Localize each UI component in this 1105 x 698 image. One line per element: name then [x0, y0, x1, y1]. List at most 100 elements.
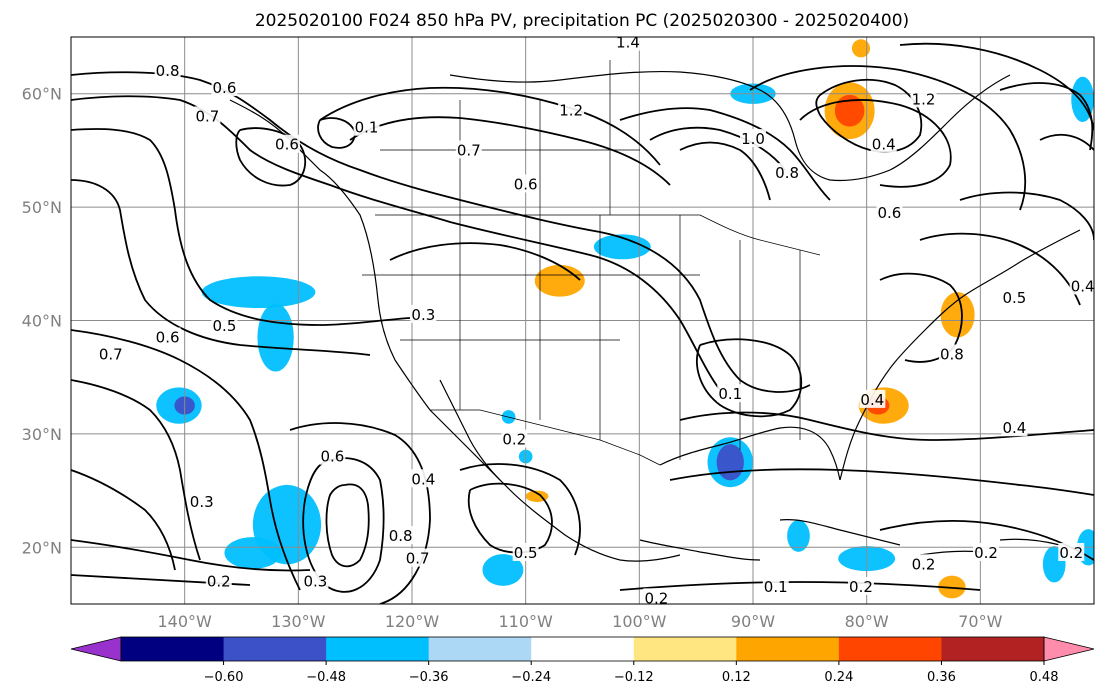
contour-label-bg — [910, 89, 937, 108]
contour-label-bg — [1069, 276, 1094, 295]
contour-label-bg — [910, 554, 937, 573]
colorbar-segment — [736, 637, 840, 661]
contour-label-bg — [740, 129, 766, 148]
contour-label: 0.4 — [1003, 419, 1027, 437]
contour-label: 0.5 — [1003, 289, 1027, 307]
lon-tick-label: 110°W — [498, 612, 553, 631]
contour-label: 0.6 — [321, 448, 345, 466]
colorbar-segment — [531, 637, 635, 661]
contour-label-bg — [211, 316, 238, 335]
precip-blob — [201, 276, 316, 309]
contour-label-bg — [512, 542, 539, 561]
colorbar-extend-low — [70, 636, 122, 662]
contour-label: 0.3 — [190, 493, 214, 511]
contour-label-bg — [455, 140, 482, 159]
precip-blob — [257, 303, 294, 372]
contour-label-bg — [387, 525, 414, 544]
contour-label-bg — [353, 117, 380, 136]
colorbar-tick-label: 0.24 — [824, 670, 853, 685]
contour-label: 0.2 — [974, 544, 998, 562]
colorbar-tick-label: −0.36 — [409, 670, 449, 685]
colorbar-segment — [633, 637, 737, 661]
colorbar-segment — [428, 637, 532, 661]
contour-label-bg — [410, 304, 437, 323]
contour-label: 0.2 — [849, 578, 873, 596]
latitude-tick-labels: 60°N 50°N 40°N 30°N 20°N — [22, 85, 62, 558]
contour-label: 0.3 — [303, 572, 327, 590]
contour-label-bg — [302, 571, 329, 590]
map-panel: 0.8 0.6 0.7 0.6 0.7 0.6 0.1 1.4 1.2 1.0 0.8 0.6 1.2 0… — [70, 34, 1095, 607]
contour-label: 0.4 — [860, 391, 884, 409]
colorbar-segment — [838, 637, 942, 661]
contour-label: 0.4 — [1071, 277, 1095, 295]
colorbar: −0.60 −0.48 −0.36 −0.24 −0.12 0.12 0.24 0.36 0.4… — [70, 636, 1095, 685]
contour-label: 1.4 — [616, 34, 640, 52]
colorbar-tick-label: −0.12 — [614, 670, 654, 685]
contour-label: 0.8 — [156, 62, 180, 80]
contour-label-bg — [558, 100, 585, 119]
contour-label: 0.6 — [877, 204, 901, 222]
contour-label: 0.2 — [207, 572, 231, 590]
contour-label: 0.1 — [355, 119, 379, 137]
contour-label-bg — [97, 344, 124, 363]
colorbar-segment — [121, 637, 225, 661]
contour-label-bg — [319, 446, 346, 465]
contour-label: 0.7 — [457, 141, 481, 159]
coastlines — [229, 70, 1081, 562]
contour-label-bg — [774, 163, 801, 182]
contour-label: 0.7 — [406, 550, 430, 568]
colorbar-tick-label: 0.48 — [1030, 670, 1059, 685]
lon-tick-label: 80°W — [845, 612, 889, 631]
lon-tick-label: 90°W — [731, 612, 775, 631]
contour-label: 0.2 — [912, 555, 936, 573]
colorbar-extend-high — [1043, 636, 1095, 662]
contour-label: 0.2 — [502, 431, 526, 449]
longitude-tick-labels: 140°W 130°W 120°W 110°W 100°W 90°W 80°W 70°W — [157, 612, 1002, 631]
contour-label: 0.7 — [99, 346, 123, 364]
contour-label-bg — [154, 327, 181, 346]
contour-label-bg — [211, 78, 238, 97]
precip-blob — [787, 520, 810, 552]
contour-label-bg — [643, 588, 670, 604]
colorbar-outline — [120, 636, 1045, 662]
precip-blob — [834, 94, 865, 127]
contour-label: 0.8 — [940, 346, 964, 364]
contour-label: 0.1 — [764, 578, 788, 596]
contour-label: 0.4 — [411, 470, 435, 488]
contour-label: 0.8 — [389, 527, 413, 545]
colorbar-tick-label: 0.12 — [722, 670, 751, 685]
contour-label: 0.6 — [275, 136, 299, 154]
contour-label-bg — [1001, 287, 1028, 306]
colorbar-tick-label: −0.24 — [511, 670, 551, 685]
lat-tick-label: 30°N — [22, 425, 62, 444]
lon-tick-label: 130°W — [271, 612, 326, 631]
contour-label: 0.5 — [514, 544, 538, 562]
contour-label: 1.2 — [912, 90, 936, 108]
contour-label-bg — [1001, 418, 1028, 437]
lat-tick-label: 40°N — [22, 312, 62, 331]
lon-tick-label: 120°W — [385, 612, 440, 631]
precip-blob — [940, 292, 975, 338]
lat-tick-label: 20°N — [22, 538, 62, 557]
contour-label: 0.2 — [1059, 544, 1083, 562]
lon-tick-label: 100°W — [612, 612, 667, 631]
contour-label: 0.6 — [213, 79, 237, 97]
contour-label-bg — [512, 174, 539, 193]
precip-blob — [482, 554, 524, 586]
contour-label-bg — [973, 542, 1000, 561]
contour-label: 0.2 — [644, 589, 668, 607]
contour-label-bg — [938, 344, 965, 363]
colorbar-segment — [326, 637, 430, 661]
contour-label: 0.5 — [213, 317, 237, 335]
contour-label-bg — [762, 576, 789, 595]
contour-label-bg — [501, 429, 528, 448]
colorbar-segment — [223, 637, 327, 661]
contour-label-bg — [154, 61, 181, 80]
precip-blob — [224, 537, 282, 569]
contour-label-bg — [1058, 542, 1085, 561]
lat-tick-label: 60°N — [22, 85, 62, 104]
contour-label: 0.6 — [514, 175, 538, 193]
contour-label-bg — [410, 469, 437, 488]
colorbar-tick-label: 0.36 — [927, 670, 956, 685]
